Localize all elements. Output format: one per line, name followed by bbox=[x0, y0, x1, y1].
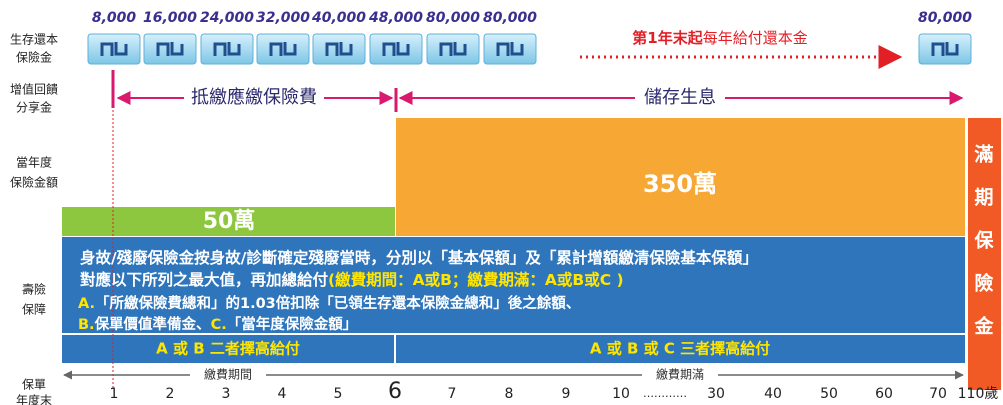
payout-amount: 80,000 bbox=[426, 10, 480, 26]
row-label: 當年度 bbox=[16, 155, 52, 170]
arrow-label: 儲存生息 bbox=[644, 87, 716, 108]
money-icon bbox=[484, 34, 536, 64]
row-label: 生存還本 bbox=[10, 33, 58, 47]
bar-label: A 或 B 或 C 三者擇高給付 bbox=[590, 340, 770, 358]
year-label: 5 bbox=[334, 386, 343, 402]
payout-amount: 24,000 bbox=[200, 10, 254, 26]
year-label: 7 bbox=[448, 386, 457, 402]
icon-box bbox=[88, 34, 140, 64]
benefit-highlight: A. bbox=[78, 296, 95, 312]
payout-amount: 32,000 bbox=[256, 10, 310, 26]
row-label: 分享金 bbox=[16, 100, 52, 115]
period-label: 繳費期滿 bbox=[656, 367, 704, 382]
sum-label: 50萬 bbox=[203, 209, 256, 234]
row-label: 增值回饋 bbox=[10, 82, 58, 97]
benefit-text: 身故/殘廢保險金按身故/診斷確定殘廢當時，分別以「基本保額」及「累計增額繳清保險… bbox=[80, 248, 758, 267]
money-icon bbox=[427, 34, 479, 64]
row-label: 保險金 bbox=[16, 50, 52, 65]
benefit-line: B.保單價值準備金、C.「當年度保險金額」 bbox=[78, 315, 357, 333]
year-label: 6 bbox=[388, 379, 402, 404]
money-icon bbox=[88, 34, 140, 64]
arrow-label: 抵繳應繳保險費 bbox=[191, 86, 317, 108]
payout-amount: 16,000 bbox=[143, 10, 197, 26]
payout-amount: 8,000 bbox=[92, 10, 137, 26]
icon-box bbox=[201, 34, 253, 64]
icon-box bbox=[144, 34, 196, 64]
year-label: 10 bbox=[612, 386, 630, 402]
year-label: 8 bbox=[505, 386, 514, 402]
year-label: 110歲 bbox=[958, 386, 999, 402]
benefit-text: 「所繳保險費總和」的1.03倍扣除「已領生存還本保險金總和」後之餘額、 bbox=[95, 294, 580, 312]
period-label: 繳費期間 bbox=[204, 367, 252, 382]
benefit-text: 保單價值準備金、 bbox=[94, 315, 211, 333]
benefit-highlight: B. bbox=[78, 317, 95, 333]
benefit-highlight: (繳費期間：A或B；繳費期滿：A或B或C ) bbox=[328, 270, 624, 289]
maturity-char: 期 bbox=[974, 187, 993, 209]
row-label: 壽險 bbox=[22, 282, 46, 297]
icon-box bbox=[370, 34, 422, 64]
benefit-line: A.「所繳保險費總和」的1.03倍扣除「已領生存還本保險金總和」後之餘額、 bbox=[78, 294, 580, 312]
maturity-char: 金 bbox=[973, 315, 994, 338]
payout-amount: 80,000 bbox=[918, 10, 972, 26]
benefit-line: 身故/殘廢保險金按身故/診斷確定殘廢當時，分別以「基本保額」及「累計增額繳清保險… bbox=[80, 248, 758, 267]
benefit-line: 對應以下所列之最大值，再加總給付(繳費期間：A或B；繳費期滿：A或B或C ) bbox=[80, 270, 624, 289]
year-label: 50 bbox=[820, 386, 838, 402]
money-icon bbox=[370, 34, 422, 64]
benefit-text: 「當年度保險金額」 bbox=[227, 315, 358, 333]
payout-amount: 40,000 bbox=[311, 10, 366, 26]
row-label: 保障 bbox=[22, 302, 46, 317]
benefit-highlight: C. bbox=[211, 317, 227, 333]
year-label: 30 bbox=[707, 386, 725, 402]
year-label: 60 bbox=[875, 386, 893, 402]
note-rest: 每年給付還本金 bbox=[703, 29, 808, 47]
year-label: 4 bbox=[278, 386, 287, 402]
payout-amount: 48,000 bbox=[368, 10, 423, 26]
note-emphasis: 第1年末起 bbox=[632, 29, 703, 47]
benefit-diagram: 生存還本保險金增值回饋分享金當年度保險金額壽險保障保單年度末8,00016,00… bbox=[0, 0, 1003, 405]
row-label: 年度末 bbox=[16, 393, 52, 405]
maturity-char: 險 bbox=[974, 272, 993, 295]
money-icon bbox=[257, 34, 309, 64]
benefit-text: 對應以下所列之最大值，再加總給付 bbox=[80, 270, 329, 289]
sum-label: 350萬 bbox=[643, 170, 717, 198]
payout-amount: 80,000 bbox=[483, 10, 537, 26]
icon-box bbox=[919, 34, 971, 64]
year-label: 70 bbox=[929, 386, 947, 402]
money-icon bbox=[201, 34, 253, 64]
icon-box bbox=[484, 34, 536, 64]
year-label: 2 bbox=[166, 386, 175, 402]
year-label: ………… bbox=[643, 387, 687, 400]
money-icon bbox=[144, 34, 196, 64]
money-icon bbox=[919, 34, 971, 64]
row-label: 保險金額 bbox=[10, 175, 58, 190]
payout-note: 第1年末起每年給付還本金 bbox=[632, 29, 807, 47]
year-label: 3 bbox=[222, 386, 231, 402]
year-label: 40 bbox=[764, 386, 782, 402]
bar-label: A 或 B 二者擇高給付 bbox=[156, 340, 300, 358]
year-label: 9 bbox=[562, 386, 571, 402]
icon-box bbox=[257, 34, 309, 64]
year-label: 1 bbox=[110, 386, 119, 402]
maturity-char: 保 bbox=[973, 229, 994, 252]
maturity-char: 滿 bbox=[974, 143, 993, 166]
row-label: 保單 bbox=[22, 378, 46, 392]
money-icon bbox=[313, 34, 365, 64]
icon-box bbox=[427, 34, 479, 64]
icon-box bbox=[313, 34, 365, 64]
